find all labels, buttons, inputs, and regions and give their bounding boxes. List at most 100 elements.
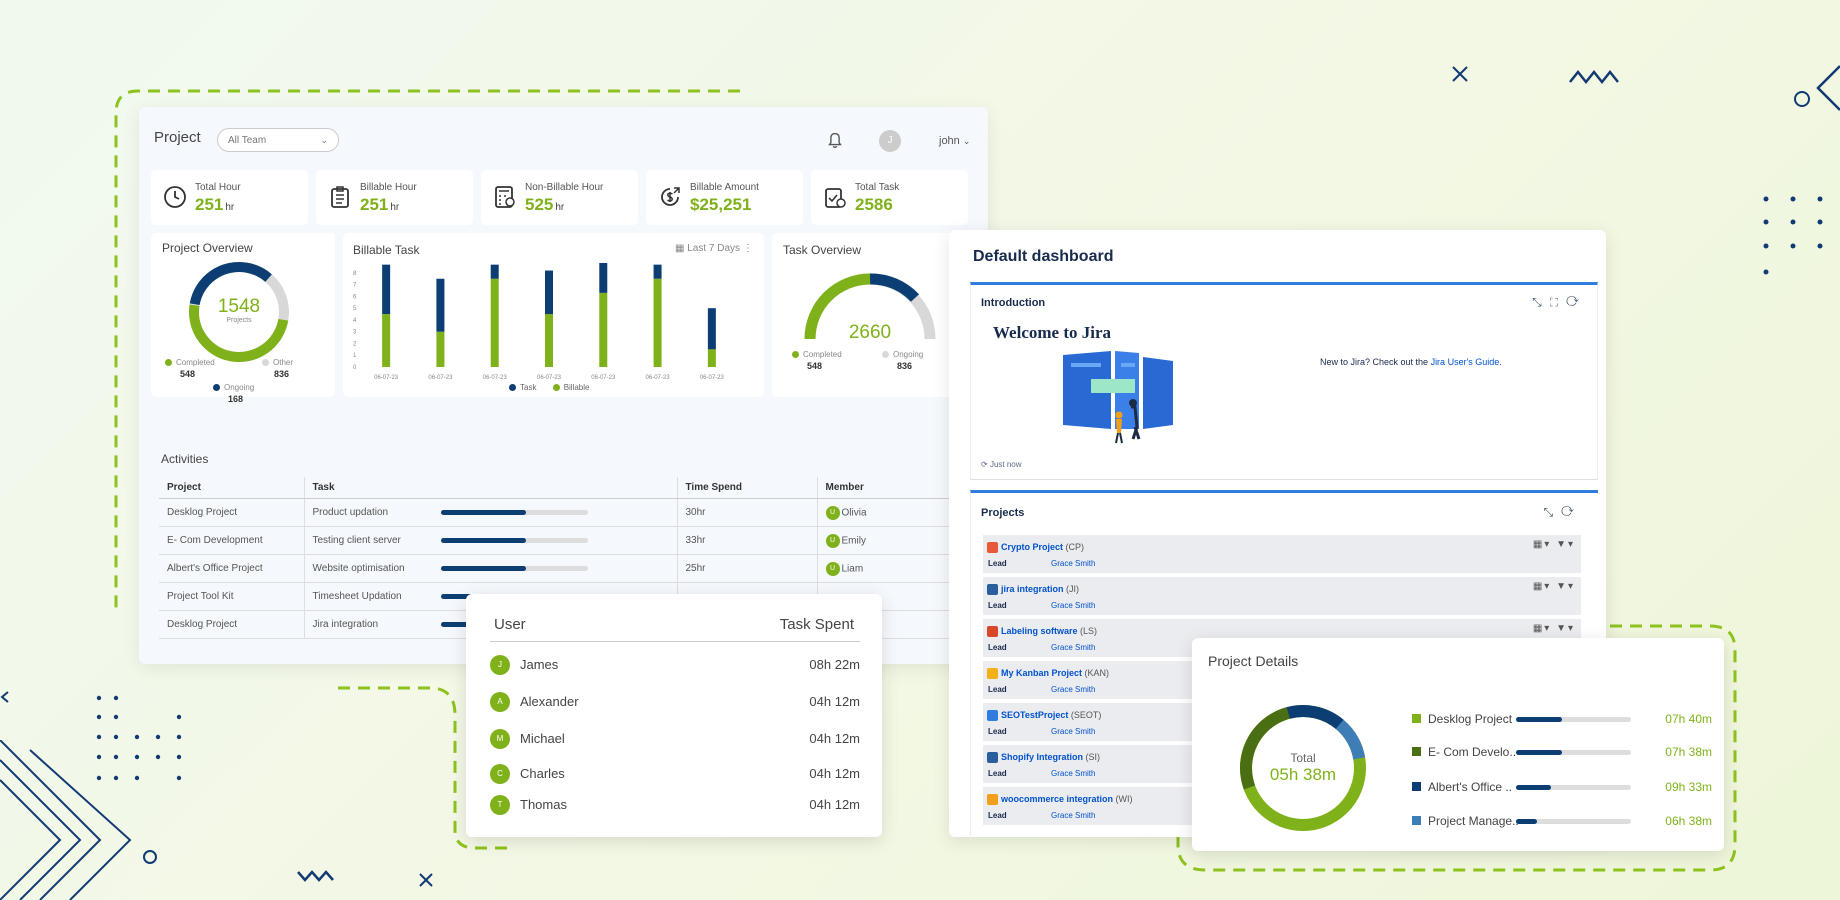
project-row-jira-integration[interactable]: jira integration (JI) Lead Grace Smith ▦… (983, 577, 1581, 615)
stat-card-billable-hour: Billable Hour 251 hr (316, 170, 473, 225)
time-spent: 04h 12m (809, 731, 860, 746)
lead-link[interactable]: Grace Smith (1051, 559, 1096, 568)
project-name-link[interactable]: My Kanban Project (1001, 668, 1083, 678)
lead-link[interactable]: Grace Smith (1051, 601, 1096, 610)
cell-task: Product updation (304, 498, 678, 527)
y-tick-label: 7 (353, 283, 357, 289)
cell-task: Testing client server (304, 526, 678, 555)
task-icon (825, 188, 846, 208)
bar-billable (545, 314, 553, 367)
project-total: 1548 (217, 296, 261, 317)
project-name-link[interactable]: jira integration (1001, 584, 1064, 594)
lead-link[interactable]: Grace Smith (1051, 769, 1096, 778)
team-select[interactable]: All Team ⌄ (217, 128, 339, 152)
bell-icon[interactable] (824, 129, 846, 151)
project-details-panel: Project Details Total 05h 38m Desklog Pr… (1192, 638, 1724, 851)
date-range-select[interactable]: ▦ Last 7 Days ⋮ (675, 243, 753, 254)
project-icon (987, 794, 998, 805)
table-row[interactable]: E- Com Development Testing client server… (159, 526, 979, 555)
card-title: Billable Task (353, 243, 420, 257)
diamond-circle-icon (1794, 65, 1840, 111)
list-item[interactable]: C Charles 04h 12m (490, 762, 860, 786)
jira-dashboard-title: Default dashboard (973, 248, 1114, 265)
project-name-link[interactable]: SEOTestProject (1001, 710, 1069, 720)
clock-icon (164, 186, 186, 208)
project-donut (189, 262, 289, 362)
more-icon[interactable]: ⋮ (742, 243, 753, 254)
avatar[interactable]: J (879, 130, 901, 152)
guide-link[interactable]: Jira User's Guide (1430, 357, 1500, 367)
list-item[interactable]: J James 08h 22m (490, 653, 860, 677)
avatar: U (825, 505, 840, 520)
minimize-icon[interactable]: ⤡ (1532, 295, 1550, 309)
legend-billable-dot (552, 384, 560, 392)
lead-label: Lead (988, 601, 1007, 610)
row-tools[interactable]: ▦▾ ▼▾ (1532, 539, 1575, 550)
project-row-crypto[interactable]: Crypto Project (CP) Lead Grace Smith ▦▾ … (983, 535, 1581, 573)
user-menu[interactable]: john ⌄ (939, 135, 970, 147)
card-title: Project Overview (162, 241, 253, 255)
minimize-icon[interactable]: ⤡ (1543, 505, 1562, 519)
project-name-link[interactable]: woocommerce integration (1001, 794, 1114, 804)
list-item[interactable]: T Thomas 04h 12m (490, 793, 860, 817)
project-icon (987, 752, 998, 763)
project-icon (987, 668, 998, 679)
lead-link[interactable]: Grace Smith (1051, 685, 1096, 694)
chevron-down-icon: ⌄ (320, 135, 328, 145)
project-name: Albert's Office .. (1428, 780, 1513, 794)
project-name-link[interactable]: Labeling software (1001, 626, 1078, 636)
y-tick-label: 3 (353, 330, 357, 336)
list-item[interactable]: Albert's Office .. 09h 33m (1412, 779, 1712, 797)
task-gauge (804, 273, 936, 340)
user-task-panel: User Task Spent J James 08h 22m A Alexan… (466, 594, 882, 837)
cross-icon (1452, 66, 1468, 82)
refresh-icon[interactable]: ⟳ (1566, 295, 1587, 309)
lead-label: Lead (988, 643, 1007, 652)
project-name-link[interactable]: Shopify Integration (1001, 752, 1083, 762)
y-tick-label: 2 (353, 341, 357, 347)
row-tools[interactable]: ▦▾ ▼▾ (1532, 581, 1575, 592)
project-dashboard-panel: Project All Team ⌄ J john ⌄ Total Hour 2… (139, 107, 988, 664)
user-name: James (520, 657, 559, 672)
table-row[interactable]: Albert's Office Project Website optimisa… (159, 554, 979, 583)
list-item[interactable]: Desklog Project 07h 40m (1412, 711, 1712, 729)
cell-time: 30hr (677, 498, 818, 527)
stat-label: Billable Amount (690, 182, 759, 193)
row-tools[interactable]: ▦▾ ▼▾ (1532, 623, 1575, 634)
lead-link[interactable]: Grace Smith (1051, 727, 1096, 736)
user-name: john (939, 135, 960, 147)
card-title: Project Details (1208, 653, 1299, 669)
refresh-icon[interactable]: ⟳ (1561, 505, 1582, 519)
dashed-frame-user (338, 686, 515, 850)
project-progress (1516, 750, 1631, 755)
project-total-label: Projects (226, 317, 252, 324)
legend-task: Task (520, 383, 537, 392)
legend-other: Other 836 (262, 358, 293, 379)
refresh-icon: ⟳ (981, 460, 988, 469)
lead-link[interactable]: Grace Smith (1051, 643, 1096, 652)
maximize-icon[interactable]: ⛶ (1549, 295, 1567, 309)
list-item[interactable]: M Michael 04h 12m (490, 727, 860, 751)
list-item[interactable]: Project Manage.. 06h 38m (1412, 813, 1712, 831)
bar-billable (436, 331, 445, 367)
time-spent: 08h 22m (809, 657, 860, 672)
dot-grid-left (96, 695, 182, 781)
avatar: T (490, 795, 510, 815)
welcome-heading: Welcome to Jira (993, 323, 1112, 342)
lead-link[interactable]: Grace Smith (1051, 811, 1096, 820)
dashed-frame-details (1176, 624, 1737, 872)
welcome-illustration (1063, 351, 1173, 444)
list-item[interactable]: E- Com Develo.. 07h 38m (1412, 744, 1712, 762)
task-total: 2660 (848, 322, 892, 343)
project-details-donut (1240, 705, 1366, 831)
stat-label: Total Task (855, 182, 900, 193)
list-item[interactable]: A Alexander 04h 12m (490, 690, 860, 714)
projects-gadget: Projects ⤡⟳ (970, 490, 1598, 840)
avatar: M (490, 729, 510, 749)
legend-billable: Billable (563, 383, 590, 392)
calculator-icon (495, 186, 515, 208)
project-name-link[interactable]: Crypto Project (1001, 542, 1064, 552)
task-progress (440, 565, 588, 571)
